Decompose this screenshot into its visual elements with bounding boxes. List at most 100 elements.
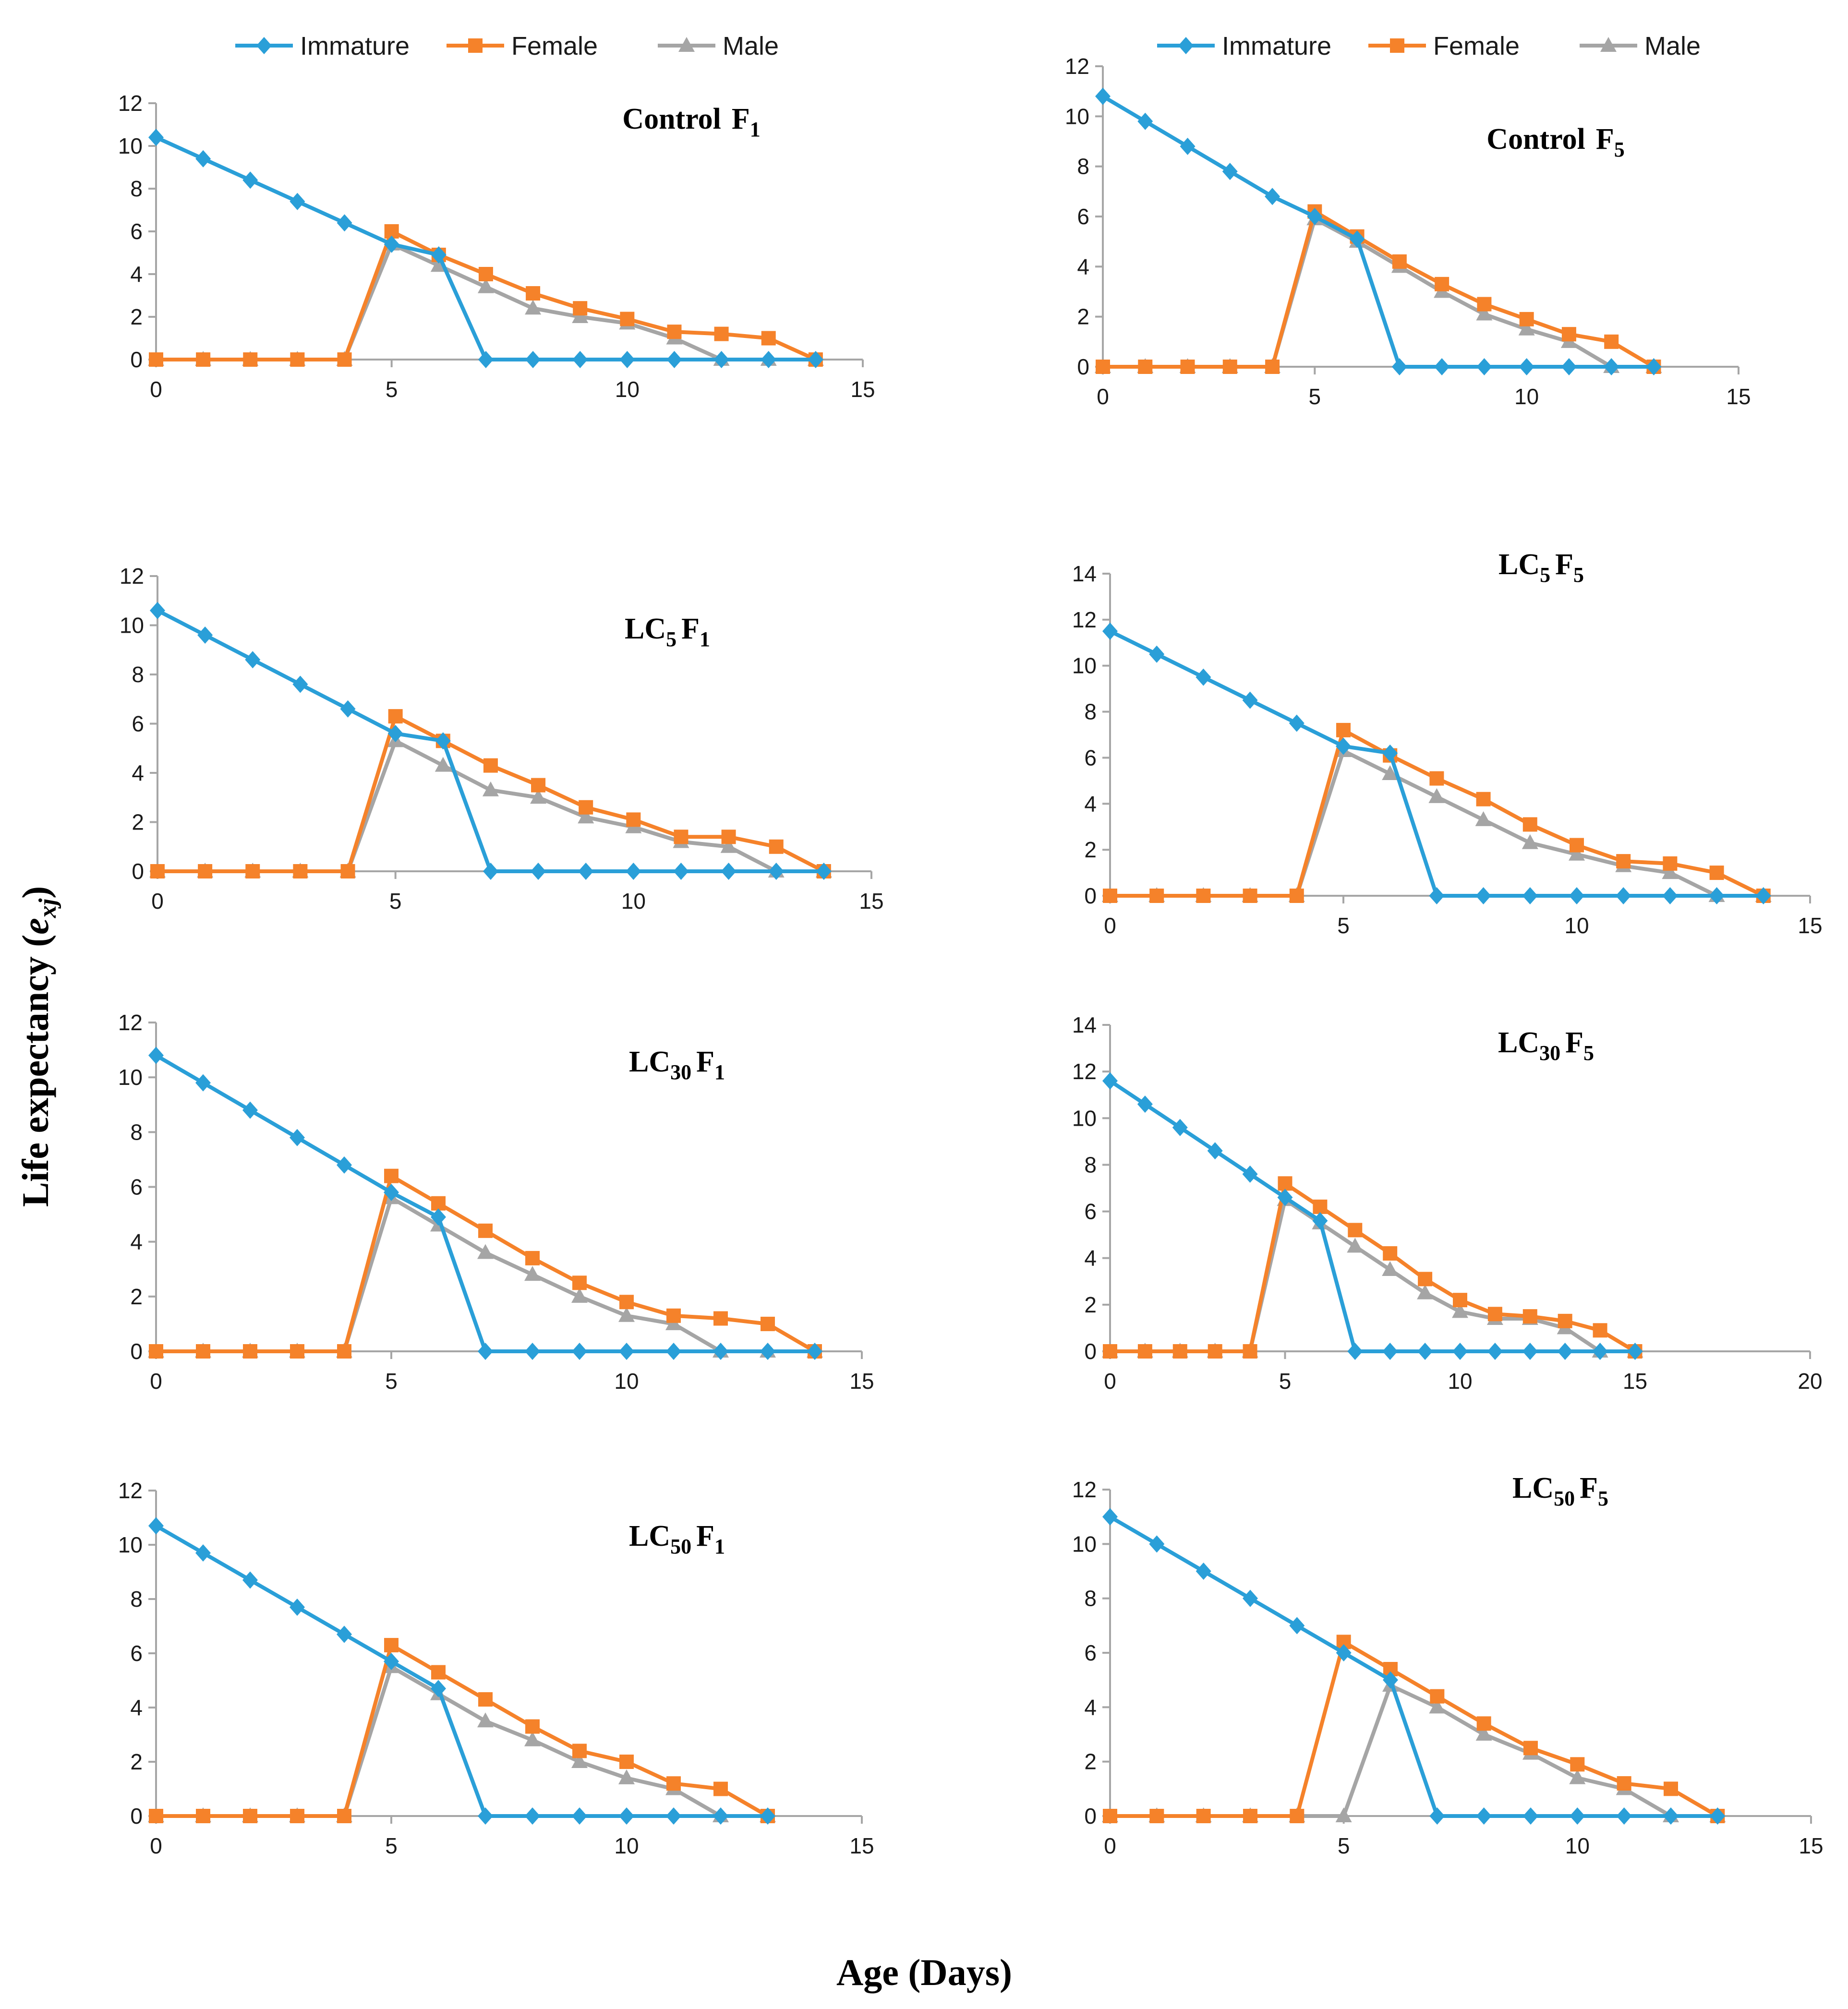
y-tick-label: 12 <box>1072 607 1097 632</box>
data-point <box>579 800 593 815</box>
data-point <box>572 1807 587 1825</box>
data-point <box>1475 811 1492 826</box>
data-point <box>1627 1343 1643 1360</box>
data-point <box>1593 1323 1607 1338</box>
data-point <box>1523 1741 1538 1756</box>
y-tick-label: 0 <box>1084 1804 1097 1829</box>
y-tick-label: 2 <box>1084 1749 1097 1774</box>
data-point <box>431 1680 446 1697</box>
data-point <box>290 1598 305 1616</box>
legend-label: Male <box>723 32 779 60</box>
data-point <box>1662 887 1678 904</box>
series-immature <box>1102 1072 1643 1360</box>
panel-title: LC5 F5 <box>1498 548 1584 587</box>
data-point <box>478 1223 493 1238</box>
data-point <box>197 626 213 644</box>
data-point <box>1452 1303 1468 1318</box>
series-line <box>1110 1181 1636 1353</box>
data-point <box>478 1807 493 1825</box>
y-tick-label: 2 <box>1084 1292 1097 1317</box>
data-point <box>292 675 308 693</box>
data-point <box>243 1809 257 1823</box>
data-point <box>149 352 163 367</box>
data-point <box>1382 1261 1399 1276</box>
data-point <box>572 351 588 368</box>
y-tick-label: 10 <box>120 613 144 638</box>
data-point <box>483 758 498 773</box>
y-tick-label: 0 <box>130 1804 143 1829</box>
data-point <box>1476 792 1491 806</box>
data-point <box>619 351 635 368</box>
data-point <box>1149 645 1165 663</box>
data-point <box>149 1344 163 1359</box>
data-point <box>666 1343 681 1360</box>
y-tick-label: 6 <box>130 219 143 244</box>
panel-title-gensub: 1 <box>700 627 710 651</box>
data-point <box>666 1807 681 1825</box>
data-point <box>1429 1807 1445 1825</box>
data-point <box>1617 1776 1631 1791</box>
panel-title-gensub: 5 <box>1583 1041 1594 1065</box>
panel-title-gensub: 5 <box>1614 138 1625 161</box>
y-tick-label: 4 <box>1077 254 1089 279</box>
data-point <box>1476 1716 1491 1731</box>
data-point <box>525 351 541 368</box>
data-point <box>1102 1072 1118 1090</box>
y-tick-label: 4 <box>130 1695 143 1720</box>
y-tick-label: 4 <box>130 262 143 287</box>
data-point <box>1180 137 1196 155</box>
data-point <box>1663 856 1678 871</box>
panel-title: LC30 F5 <box>1498 1026 1594 1065</box>
data-point <box>435 732 451 750</box>
data-point <box>1103 1344 1117 1359</box>
data-point <box>1382 765 1399 780</box>
y-tick-label: 0 <box>1084 883 1097 908</box>
series-male <box>1095 210 1662 373</box>
data-point <box>1475 1726 1492 1741</box>
data-point <box>245 864 260 878</box>
legend-item: Male <box>1580 32 1701 60</box>
x-tick-label: 20 <box>1798 1369 1822 1394</box>
y-tick-label: 12 <box>120 564 144 589</box>
data-point <box>477 278 494 293</box>
y-tick-label: 2 <box>130 1749 143 1774</box>
chart-panel: 0 2 4 6 8 10 12 0 5 10 15 LC30 F1 <box>118 1010 874 1394</box>
data-point <box>713 1343 728 1360</box>
panel-title: LC50 F5 <box>1512 1472 1608 1510</box>
data-point <box>337 1625 352 1643</box>
y-tick-label: 12 <box>118 91 143 116</box>
data-point <box>384 235 399 253</box>
y-tick-label: 4 <box>1084 1695 1097 1720</box>
data-point <box>1149 1535 1165 1553</box>
data-point <box>1592 1343 1608 1360</box>
y-tick-label: 8 <box>130 1587 143 1612</box>
y-tick-label: 2 <box>132 810 144 835</box>
data-point <box>478 351 494 368</box>
data-point <box>1522 1309 1537 1324</box>
data-point <box>1383 1671 1398 1689</box>
data-point <box>1662 864 1679 879</box>
data-point <box>148 129 164 146</box>
data-point <box>1430 1689 1445 1704</box>
triangle-marker-icon <box>1600 37 1617 52</box>
series-male <box>149 732 832 878</box>
y-tick-label: 12 <box>1072 1477 1097 1502</box>
panel-title: LC5 F1 <box>625 613 710 651</box>
data-point <box>1434 358 1450 375</box>
data-point <box>148 1517 164 1535</box>
data-point <box>148 1047 164 1064</box>
data-point <box>1243 1809 1257 1823</box>
data-point <box>150 601 165 619</box>
data-point <box>761 351 776 368</box>
data-point <box>431 1665 446 1680</box>
data-point <box>150 864 165 878</box>
data-point <box>1561 327 1576 342</box>
data-point <box>290 192 305 210</box>
panel-title-main: LC <box>629 1046 670 1078</box>
data-point <box>530 789 547 804</box>
series-line <box>155 1054 815 1353</box>
x-axis-label: Age (Days) <box>836 1951 1012 1993</box>
data-point <box>1103 889 1117 903</box>
